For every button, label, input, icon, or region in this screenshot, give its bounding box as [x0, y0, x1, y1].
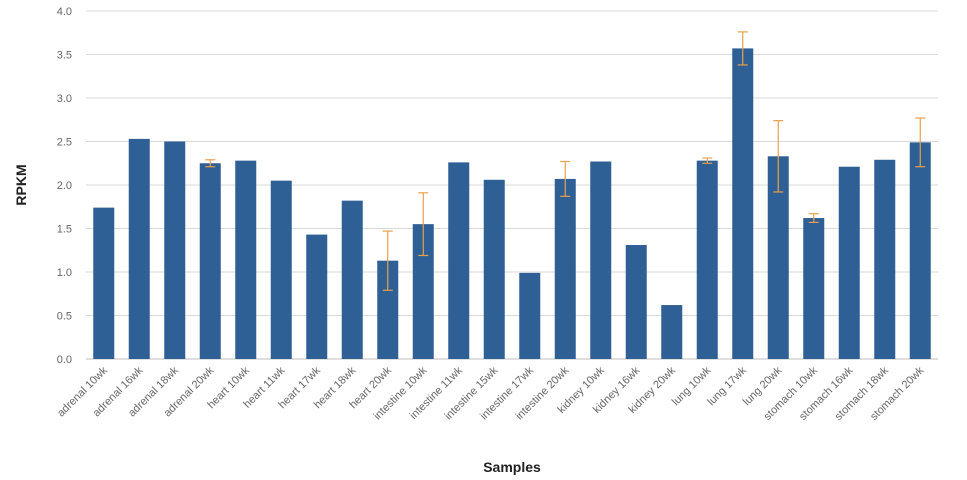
- bar: [732, 48, 754, 359]
- y-tick-label: 3.5: [57, 50, 72, 62]
- bar: [554, 178, 576, 359]
- error-bar: [773, 120, 784, 193]
- error-bar: [205, 159, 216, 168]
- error-bar: [702, 157, 713, 164]
- error-bar: [418, 192, 429, 257]
- bar: [164, 141, 186, 359]
- error-bar: [808, 213, 819, 224]
- bar: [128, 138, 150, 359]
- bar: [377, 260, 399, 359]
- bar: [93, 207, 115, 359]
- bar: [909, 142, 931, 359]
- y-tick-label: 0.5: [57, 311, 72, 323]
- y-tick-label: 1.0: [57, 267, 72, 279]
- bar: [625, 245, 647, 359]
- bar: [270, 180, 292, 359]
- error-bar: [915, 117, 926, 168]
- gridlines: [86, 10, 938, 360]
- error-bar: [382, 230, 393, 291]
- bar: [412, 224, 434, 359]
- y-tick-label: 2.5: [57, 137, 72, 149]
- bar: [874, 159, 896, 359]
- bar: [767, 156, 789, 359]
- error-bars: [205, 31, 926, 291]
- bar: [341, 200, 363, 359]
- bar: [590, 161, 612, 359]
- bar: [306, 234, 328, 359]
- bar: [696, 160, 718, 359]
- bar: [838, 166, 860, 359]
- y-axis-title: RPKM: [13, 164, 29, 205]
- y-tick-labels: 0.0 0.5 1.0 1.5 2.0 2.5 3.0 3.5 4.0: [57, 6, 72, 366]
- y-tick-label: 1.5: [57, 224, 72, 236]
- bar: [661, 305, 683, 359]
- x-axis-title: Samples: [483, 459, 541, 475]
- bar: [235, 160, 257, 359]
- bar: [448, 162, 470, 359]
- bar: [199, 163, 221, 359]
- bar: [803, 218, 825, 359]
- bar: [483, 179, 505, 359]
- y-tick-label: 3.0: [57, 93, 72, 105]
- bars: [93, 48, 931, 359]
- error-bar: [560, 160, 571, 197]
- y-tick-label: 4.0: [57, 6, 72, 18]
- y-tick-label: 2.0: [57, 180, 72, 192]
- error-bar: [737, 31, 748, 66]
- bar: [519, 272, 541, 359]
- y-tick-label: 0.0: [57, 354, 72, 366]
